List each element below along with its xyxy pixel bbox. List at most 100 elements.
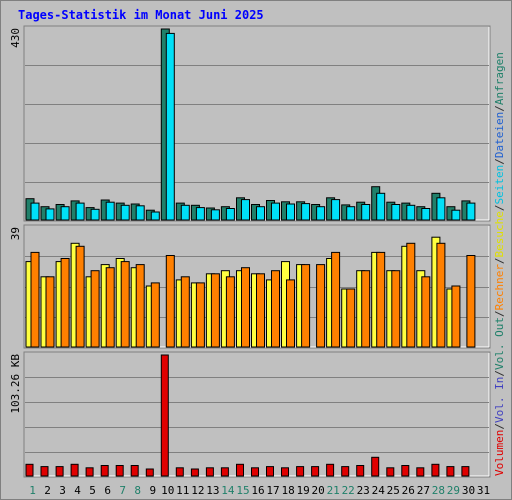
bar-rechner-day-30: [466, 255, 476, 348]
x-tick-label-day-1: 1: [29, 484, 36, 497]
bar-rechner-day-28: [436, 242, 446, 348]
bar-dateien-day-6: [105, 201, 115, 221]
bar-rechner-day-12: [195, 282, 205, 348]
bar-rechner-day-17: [271, 270, 280, 348]
x-tick-label-day-23: 23: [357, 484, 370, 497]
bar-volumen-day-24: [371, 456, 380, 477]
bar-dateien-day-23: [361, 204, 371, 221]
bar-rechner-day-23: [361, 270, 371, 348]
side-legend-item: /: [493, 370, 506, 377]
x-tick-label-day-17: 17: [266, 484, 279, 497]
x-tick-label-day-21: 21: [327, 484, 340, 497]
side-legend-item: /: [493, 158, 506, 165]
bar-rechner-day-24: [376, 251, 386, 348]
bar-volumen-day-19: [296, 466, 305, 477]
bar-dateien-day-30: [466, 202, 476, 221]
y-axis-max-label: 103.26 KB: [9, 354, 22, 414]
x-tick-label-day-8: 8: [134, 484, 141, 497]
panel-hits: 430: [9, 25, 491, 222]
x-tick-label-day-26: 26: [402, 484, 415, 497]
bar-dateien-day-15: [241, 199, 250, 221]
bar-dateien-day-14: [225, 208, 235, 221]
bar-dateien-day-1: [30, 202, 40, 221]
side-legend-item: Vol. Out: [493, 317, 506, 370]
bar-volumen-day-20: [311, 466, 320, 477]
side-legend-item: Anfragen: [493, 52, 506, 105]
chart-title: Tages-Statistik im Monat Juni 2025: [18, 8, 264, 22]
bar-rechner-day-25: [391, 270, 401, 348]
bar-rechner-day-22: [346, 288, 356, 348]
bar-rechner-day-1: [30, 251, 40, 348]
panel-frame: [23, 25, 491, 222]
x-tick-label-day-27: 27: [417, 484, 430, 497]
bar-rechner-day-6: [105, 267, 115, 348]
x-tick-label-day-9: 9: [149, 484, 156, 497]
bar-dateien-day-11: [180, 204, 190, 221]
bar-dateien-day-29: [451, 209, 461, 221]
bar-dateien-day-13: [210, 209, 220, 221]
bar-rechner-day-10: [165, 255, 175, 348]
x-tick-label-day-5: 5: [89, 484, 96, 497]
side-legend-item: Seiten: [493, 165, 506, 205]
x-tick-label-day-16: 16: [251, 484, 264, 497]
x-tick-label-day-28: 28: [432, 484, 445, 497]
bar-dateien-day-24: [376, 192, 386, 221]
bar-volumen-day-21: [326, 463, 335, 477]
bar-rechner-day-18: [286, 279, 295, 348]
bar-rechner-day-16: [256, 273, 265, 348]
x-tick-label-day-19: 19: [296, 484, 309, 497]
bar-volumen-day-14: [220, 467, 229, 477]
bar-volumen-day-26: [401, 465, 410, 477]
bar-volumen-day-15: [236, 463, 244, 477]
bar-volumen-day-3: [55, 466, 64, 477]
bar-rechner-day-9: [150, 282, 160, 348]
bar-dateien-day-25: [391, 204, 401, 221]
bar-volumen-day-22: [341, 466, 350, 477]
x-tick-label-day-14: 14: [221, 484, 235, 497]
bar-rechner-day-27: [421, 276, 431, 348]
side-legend-item: /: [493, 310, 506, 317]
y-axis-max-label: 39: [9, 227, 22, 240]
x-tick-label-day-7: 7: [119, 484, 126, 497]
bar-volumen-day-7: [115, 465, 124, 477]
panel-visits: 39: [9, 224, 491, 349]
bar-dateien-day-7: [120, 204, 130, 221]
x-tick-label-day-11: 11: [176, 484, 189, 497]
bar-volumen-day-12: [190, 468, 199, 477]
bar-dateien-day-21: [331, 199, 341, 221]
x-tick-label-day-6: 6: [104, 484, 111, 497]
bar-dateien-day-8: [135, 205, 145, 221]
bar-volumen-day-28: [431, 463, 440, 477]
bar-volumen-day-23: [356, 465, 365, 477]
y-axis-max-label: 430: [9, 28, 22, 48]
bar-rechner-day-15: [241, 267, 250, 348]
side-legend-item: /: [493, 423, 506, 430]
bar-dateien-day-3: [60, 206, 70, 221]
bar-rechner-day-26: [406, 242, 416, 348]
bar-dateien-day-5: [90, 208, 100, 221]
bar-dateien-day-12: [195, 207, 205, 221]
bar-dateien-day-17: [271, 202, 280, 221]
bar-rechner-day-5: [90, 270, 100, 348]
x-tick-label-day-3: 3: [59, 484, 66, 497]
panel-frame: [23, 351, 491, 478]
x-tick-label-day-18: 18: [281, 484, 294, 497]
bar-rechner-day-8: [135, 264, 145, 348]
chart-panels: 430 39 103.26 KB: [9, 25, 491, 478]
bar-volumen-day-29: [446, 466, 455, 477]
bar-rechner-day-21: [331, 251, 341, 348]
bar-rechner-day-20: [316, 264, 326, 348]
x-tick-label-day-10: 10: [161, 484, 174, 497]
side-legend-item: /: [493, 105, 506, 112]
bar-dateien-day-20: [316, 206, 326, 221]
bar-volumen-day-27: [416, 467, 425, 477]
bar-dateien-day-28: [436, 197, 446, 221]
bar-dateien-day-9: [150, 211, 160, 221]
bar-rechner-day-11: [180, 276, 190, 348]
bar-rechner-day-14: [225, 276, 235, 348]
bar-volumen-day-1: [25, 463, 34, 477]
panel-volume: 103.26 KB: [9, 351, 491, 478]
bar-rechner-day-2: [45, 276, 55, 348]
bar-volumen-day-13: [205, 467, 214, 477]
